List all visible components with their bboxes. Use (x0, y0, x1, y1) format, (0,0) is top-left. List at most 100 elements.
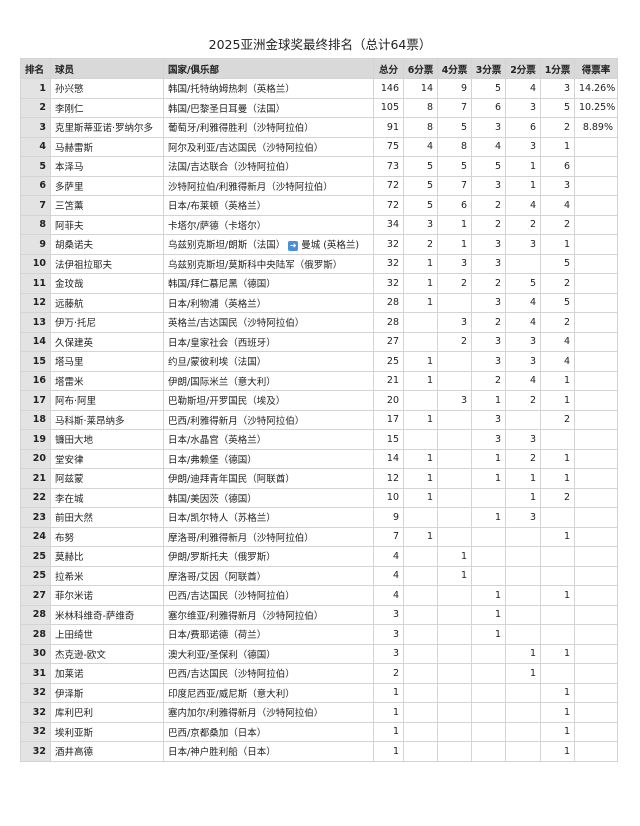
cell-rank: 27 (20, 585, 51, 606)
cell-rate (574, 604, 618, 625)
cell-v1: 3 (540, 175, 575, 196)
cell-v4: 1 (437, 546, 472, 567)
cell-rate (574, 351, 618, 372)
cell-v6: 5 (403, 175, 438, 196)
table-row: 2 李刚仁 韩国/巴黎圣日耳曼（法国） 105 8 7 6 3 5 10.25% (20, 97, 618, 118)
cell-v2 (505, 604, 541, 625)
cell-total: 10 (373, 487, 404, 508)
cell-v6 (403, 429, 438, 450)
cell-v6: 5 (403, 195, 438, 216)
cell-v2: 2 (505, 214, 541, 235)
cell-v1: 2 (540, 409, 575, 430)
table-row: 24 布努 摩洛哥/利雅得新月（沙特阿拉伯） 7 1 1 (20, 526, 618, 547)
cell-rate (574, 409, 618, 430)
cell-club: 英格兰/吉达国民（沙特阿拉伯） (163, 312, 374, 333)
cell-v1: 5 (540, 253, 575, 274)
cell-rate (574, 741, 618, 762)
cell-v3: 2 (471, 273, 506, 294)
cell-v4 (437, 702, 472, 723)
cell-club: 韩国/拜仁慕尼黑（德国） (163, 273, 374, 294)
cell-v2: 6 (505, 117, 541, 138)
cell-player: 久保建英 (50, 331, 164, 352)
cell-player: 上田绮世 (50, 624, 164, 645)
table-row: 22 李在城 韩国/美因茨（德国） 10 1 1 2 (20, 487, 618, 508)
cell-v3: 3 (471, 409, 506, 430)
cell-v6: 1 (403, 292, 438, 313)
table-row: 13 伊万·托尼 英格兰/吉达国民（沙特阿拉伯） 28 3 2 4 2 (20, 312, 618, 333)
cell-club: 葡萄牙/利雅得胜利（沙特阿拉伯） (163, 117, 374, 138)
cell-v2: 3 (505, 429, 541, 450)
cell-total: 91 (373, 117, 404, 138)
cell-rate (574, 585, 618, 606)
cell-v3 (471, 487, 506, 508)
cell-player: 莫赫比 (50, 546, 164, 567)
cell-player: 拉希米 (50, 565, 164, 586)
cell-v1: 1 (540, 448, 575, 469)
table-body: 1 孙兴慜 韩国/托特纳姆热刺（英格兰） 146 14 9 5 4 3 14.26% 2 李刚仁 韩国/… (20, 78, 618, 762)
cell-v3 (471, 682, 506, 703)
cell-v3: 1 (471, 624, 506, 645)
cell-total: 28 (373, 312, 404, 333)
cell-player: 多萨里 (50, 175, 164, 196)
cell-club: 韩国/托特纳姆热刺（英格兰） (163, 78, 374, 99)
cell-v4 (437, 429, 472, 450)
col-total: 总分 (373, 58, 404, 79)
cell-player: 阿兹蒙 (50, 468, 164, 489)
cell-player: 李在城 (50, 487, 164, 508)
cell-club: 澳大利亚/圣保利（德国） (163, 643, 374, 664)
cell-total: 14 (373, 448, 404, 469)
cell-rate (574, 643, 618, 664)
cell-club: 日本/弗赖堡（德国） (163, 448, 374, 469)
cell-rank: 23 (20, 507, 51, 528)
cell-v4: 1 (437, 234, 472, 255)
cell-v1: 4 (540, 331, 575, 352)
cell-v4 (437, 624, 472, 645)
cell-v6 (403, 546, 438, 567)
table-row: 14 久保建英 日本/皇家社会（西班牙） 27 2 3 3 4 (20, 331, 618, 352)
cell-club: 印度尼西亚/威尼斯（意大利） (163, 682, 374, 703)
cell-club: 巴西/吉达国民（沙特阿拉伯） (163, 585, 374, 606)
cell-v1: 5 (540, 97, 575, 118)
cell-v1 (540, 546, 575, 567)
cell-v4: 1 (437, 214, 472, 235)
cell-rank: 15 (20, 351, 51, 372)
cell-rank: 28 (20, 604, 51, 625)
cell-v1: 1 (540, 526, 575, 547)
table-row: 1 孙兴慜 韩国/托特纳姆热刺（英格兰） 146 14 9 5 4 3 14.26% (20, 78, 618, 99)
cell-v1 (540, 429, 575, 450)
cell-v1: 1 (540, 390, 575, 411)
cell-v2 (505, 253, 541, 274)
cell-v1: 1 (540, 682, 575, 703)
cell-v1: 1 (540, 585, 575, 606)
cell-v6 (403, 507, 438, 528)
cell-rate (574, 682, 618, 703)
cell-rate (574, 175, 618, 196)
cell-v3: 6 (471, 97, 506, 118)
cell-v3: 3 (471, 253, 506, 274)
cell-v1: 5 (540, 292, 575, 313)
cell-total: 105 (373, 97, 404, 118)
cell-club: 阿尔及利亚/吉达国民（沙特阿拉伯） (163, 136, 374, 157)
cell-total: 1 (373, 721, 404, 742)
table-row: 4 马赫雷斯 阿尔及利亚/吉达国民（沙特阿拉伯） 75 4 8 4 3 1 (20, 136, 618, 157)
cell-rate (574, 624, 618, 645)
cell-v2: 3 (505, 136, 541, 157)
cell-v1: 4 (540, 351, 575, 372)
cell-v3: 1 (471, 448, 506, 469)
cell-v2: 1 (505, 468, 541, 489)
cell-total: 3 (373, 624, 404, 645)
cell-total: 15 (373, 429, 404, 450)
cell-v2: 2 (505, 390, 541, 411)
cell-v2 (505, 721, 541, 742)
cell-player: 阿布·阿里 (50, 390, 164, 411)
cell-v6 (403, 331, 438, 352)
cell-v1 (540, 565, 575, 586)
cell-v2: 4 (505, 370, 541, 391)
cell-rate (574, 292, 618, 313)
ranking-table: 排名 球员 国家/俱乐部 总分 6分票 4分票 3分票 2分票 1分票 得票率 … (20, 58, 618, 762)
cell-v4 (437, 585, 472, 606)
cell-rate: 10.25% (574, 97, 618, 118)
cell-v2 (505, 409, 541, 430)
cell-total: 21 (373, 370, 404, 391)
cell-v1: 4 (540, 195, 575, 216)
